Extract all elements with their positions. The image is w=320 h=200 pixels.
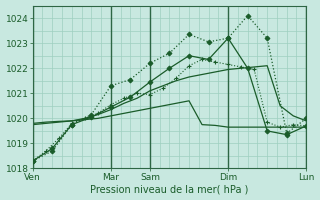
X-axis label: Pression niveau de la mer( hPa ): Pression niveau de la mer( hPa ) bbox=[90, 184, 249, 194]
